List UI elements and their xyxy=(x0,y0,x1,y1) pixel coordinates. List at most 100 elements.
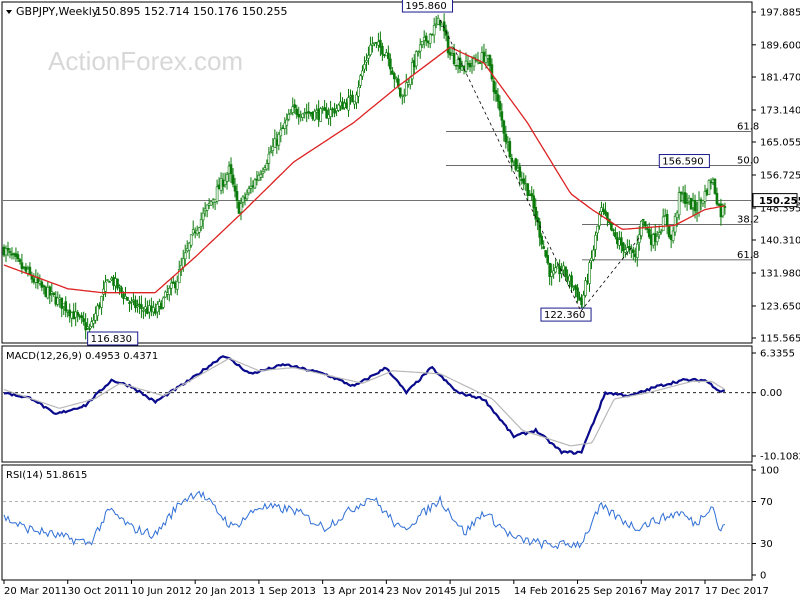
candle xyxy=(205,204,209,218)
candle xyxy=(504,125,508,149)
candle xyxy=(432,17,436,44)
candle xyxy=(235,183,239,209)
candle xyxy=(329,100,332,126)
candle xyxy=(361,65,364,80)
candle xyxy=(612,228,615,236)
candle xyxy=(472,54,476,71)
candle xyxy=(223,172,227,188)
candle xyxy=(253,177,257,190)
candle xyxy=(464,52,468,74)
current-price-label: 150.255 xyxy=(759,196,800,207)
candle xyxy=(84,313,87,340)
candle xyxy=(679,191,683,203)
price-panel-frame xyxy=(1,1,753,344)
candle xyxy=(643,221,647,231)
candle xyxy=(496,87,500,109)
candle xyxy=(492,76,496,101)
candle xyxy=(239,197,243,221)
candle xyxy=(647,222,651,240)
trend-line-up xyxy=(580,235,642,312)
candle xyxy=(134,295,137,313)
candle xyxy=(592,245,595,262)
candle xyxy=(167,285,171,302)
candle xyxy=(723,202,727,215)
candle xyxy=(191,220,195,236)
rsi-y-tick-label: 100 xyxy=(760,466,779,477)
candle xyxy=(319,106,322,122)
candle xyxy=(659,228,663,235)
macd-series xyxy=(3,355,726,455)
candle xyxy=(655,230,659,246)
candle xyxy=(265,159,269,171)
candle xyxy=(323,100,326,111)
candle xyxy=(420,41,424,48)
candle xyxy=(90,317,93,329)
candle xyxy=(245,189,249,202)
candle xyxy=(355,91,358,109)
candle xyxy=(289,109,293,115)
rsi-series xyxy=(3,490,726,550)
candle xyxy=(86,318,89,331)
candle xyxy=(120,285,123,298)
candle-series xyxy=(2,13,727,340)
x-tick-label: 20 Mar 2011 xyxy=(4,586,67,597)
candle xyxy=(20,253,24,274)
candle xyxy=(100,295,103,315)
candle xyxy=(367,46,370,65)
candle xyxy=(183,244,187,267)
candle xyxy=(391,66,394,75)
candle xyxy=(162,296,165,310)
candle xyxy=(6,241,10,257)
macd-y-tick-label: 0.00 xyxy=(760,388,782,399)
x-tick-label: 10 Jun 2012 xyxy=(131,586,191,597)
macd-label: MACD(12,26,9) 0.4953 0.4371 xyxy=(6,351,158,362)
macd-y-tick-label: 6.3355 xyxy=(760,349,795,360)
candle xyxy=(416,50,420,57)
candle xyxy=(548,262,551,286)
symbol-timeframe: GBPJPY,Weekly xyxy=(16,5,99,18)
candle xyxy=(197,226,201,239)
candle xyxy=(42,284,46,295)
candle xyxy=(209,201,213,206)
candle xyxy=(410,57,414,85)
y-axis: 197.885 189.600 181.470 173.140 165.055 156.7… xyxy=(752,8,800,582)
candle xyxy=(60,297,64,318)
x-tick-label: 13 Apr 2014 xyxy=(323,586,385,597)
candle xyxy=(628,239,631,254)
candle xyxy=(713,178,717,195)
candle xyxy=(395,76,398,83)
candle xyxy=(387,45,390,67)
candle xyxy=(337,103,340,113)
candle xyxy=(277,132,281,151)
price-annotation-box xyxy=(87,331,139,346)
candle xyxy=(707,179,711,195)
candle xyxy=(522,172,526,191)
candle xyxy=(347,88,350,117)
candle xyxy=(96,303,99,321)
candle xyxy=(351,90,354,103)
candle xyxy=(379,31,382,57)
candle xyxy=(448,46,452,60)
candle xyxy=(544,250,547,259)
candle xyxy=(189,234,193,248)
candle xyxy=(359,73,362,89)
candle xyxy=(48,285,52,304)
x-tick-label: 17 Dec 2017 xyxy=(705,586,769,597)
candle xyxy=(293,99,297,114)
candle xyxy=(542,240,545,250)
price-annotation-label: 195.860 xyxy=(405,1,446,12)
x-tick-label: 20 Jan 2013 xyxy=(195,586,255,597)
candle xyxy=(677,186,681,221)
candle xyxy=(526,183,530,201)
chart-header: GBPJPY,Weekly 150.895 152.714 150.176 15… xyxy=(6,5,287,18)
ohlc-values: 150.895 152.714 150.176 150.255 xyxy=(95,5,287,18)
candle xyxy=(333,102,336,118)
candle xyxy=(381,42,384,61)
candle xyxy=(126,296,129,301)
candle xyxy=(632,246,635,261)
x-tick-label: 7 May 2017 xyxy=(641,586,700,597)
candle xyxy=(241,194,245,208)
candle xyxy=(428,32,432,49)
macd-line xyxy=(3,355,725,455)
